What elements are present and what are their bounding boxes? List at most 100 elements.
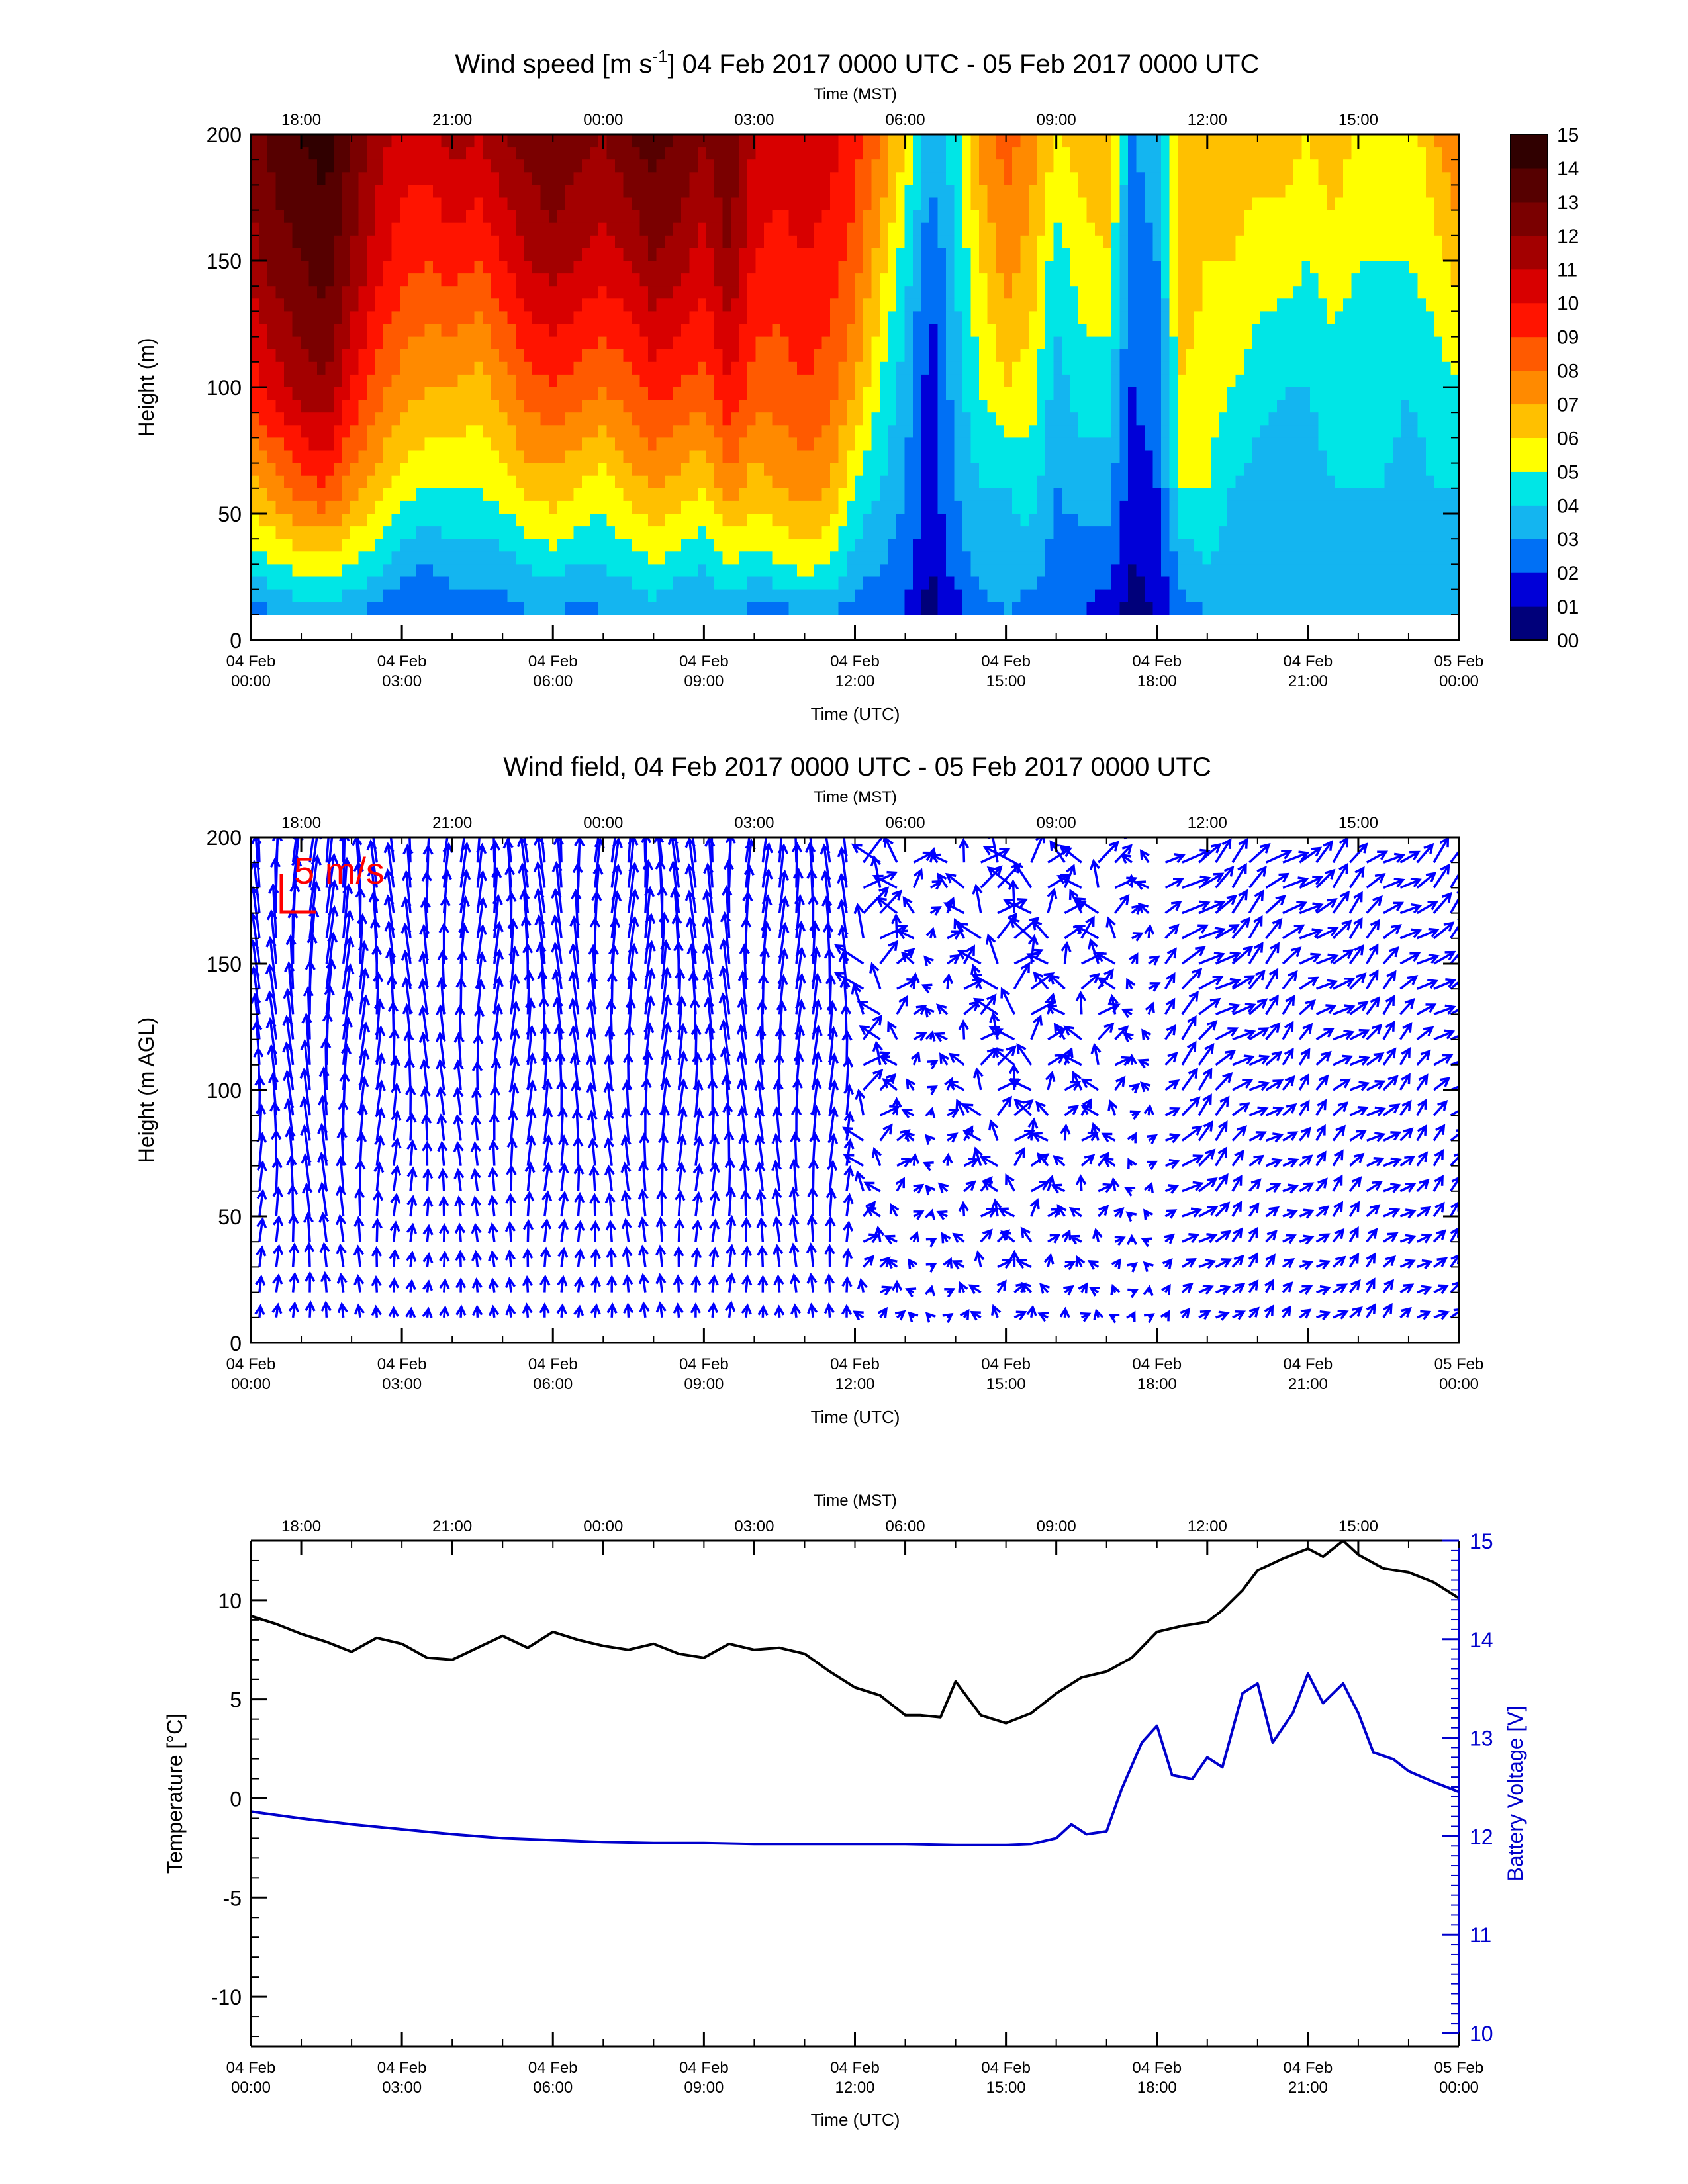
contour-cell [549,222,558,236]
contour-cell [606,450,616,464]
contour-cell [929,514,939,527]
contour-cell [383,311,393,325]
contour-cell [267,134,277,148]
contour-cell [797,222,806,236]
contour-cell [648,602,657,615]
contour-cell [1119,564,1129,578]
contour-cell [1103,514,1112,527]
contour-cell [623,374,632,388]
contour-cell [433,298,442,312]
contour-cell [896,500,906,514]
contour-cell [606,514,616,527]
contour-cell [1235,450,1244,464]
contour-cell [1119,134,1129,148]
contour-cell [1078,526,1088,539]
contour-cell [937,298,947,312]
contour-cell [1029,248,1038,261]
contour-cell [665,387,674,400]
contour-cell [358,134,367,148]
contour-cell [1310,311,1319,325]
contour-cell [615,551,624,565]
contour-cell [615,374,624,388]
contour-cell [656,147,665,160]
contour-cell [457,387,467,400]
contour-cell [1045,526,1055,539]
contour-cell [1293,159,1303,173]
contour-cell [896,437,906,451]
contour-cell [1277,412,1286,426]
contour-cell [334,273,343,287]
contour-cell [1128,298,1137,312]
contour-cell [1111,197,1121,211]
contour-cell [606,197,616,211]
contour-cell [1136,324,1145,338]
contour-cell [954,235,963,249]
contour-cell [1169,197,1178,211]
contour-cell [1053,576,1062,590]
contour-cell [400,273,409,287]
contour-cell [1029,539,1038,553]
contour-cell [714,564,724,578]
contour-cell [292,564,301,578]
contour-cell [1161,197,1170,211]
contour-cell [623,425,632,439]
contour-cell [606,425,616,439]
contour-cell [1293,437,1303,451]
contour-cell [970,172,980,186]
contour-cell [1152,539,1162,553]
contour-cell [1145,450,1154,464]
contour-cell [780,159,790,173]
contour-cell [1004,324,1013,338]
contour-cell [706,172,715,186]
contour-cell [962,336,972,350]
contour-cell [1285,222,1294,236]
contour-cell [1037,551,1046,565]
contour-cell [325,210,334,224]
contour-cell [1045,602,1055,615]
contour-cell [904,488,914,502]
contour-cell [722,387,731,400]
contour-cell [375,412,384,426]
contour-cell [474,349,483,363]
contour-cell [474,248,483,261]
contour-cell [391,425,400,439]
contour-cell [1186,589,1195,603]
contour-cell [1194,361,1203,375]
contour-cell [516,564,525,578]
contour-cell [516,311,525,325]
contour-cell [929,235,939,249]
contour-cell [1244,500,1253,514]
contour-cell [532,172,541,186]
contour-cell [1327,450,1336,464]
contour-cell [474,539,483,553]
contour-cell [1244,134,1253,148]
contour-cell [342,197,351,211]
contour-cell [863,425,872,439]
contour-cell [962,197,972,211]
contour-cell [499,551,508,565]
contour-cell [1119,589,1129,603]
contour-cell [383,564,393,578]
contour-cell [714,210,724,224]
contour-cell [449,235,459,249]
contour-cell [325,551,334,565]
contour-cell [457,551,467,565]
contour-cell [1128,235,1137,249]
contour-cell [673,147,682,160]
contour-cell [739,475,748,489]
contour-cell [308,349,318,363]
contour-cell [267,602,277,615]
contour-cell [1244,514,1253,527]
contour-cell [648,349,657,363]
contour-cell [606,235,616,249]
contour-cell [1029,311,1038,325]
contour-cell [308,602,318,615]
contour-cell [996,589,1005,603]
contour-cell [632,412,641,426]
contour-cell [1327,235,1336,249]
contour-cell [681,463,690,477]
contour-cell [929,526,939,539]
contour-cell [275,463,285,477]
contour-cell [1161,387,1170,400]
contour-cell [623,147,632,160]
